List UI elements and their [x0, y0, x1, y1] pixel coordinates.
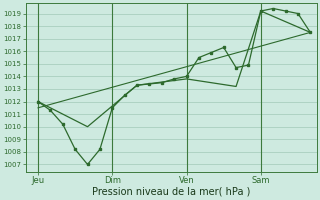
X-axis label: Pression niveau de la mer( hPa ): Pression niveau de la mer( hPa ): [92, 187, 250, 197]
